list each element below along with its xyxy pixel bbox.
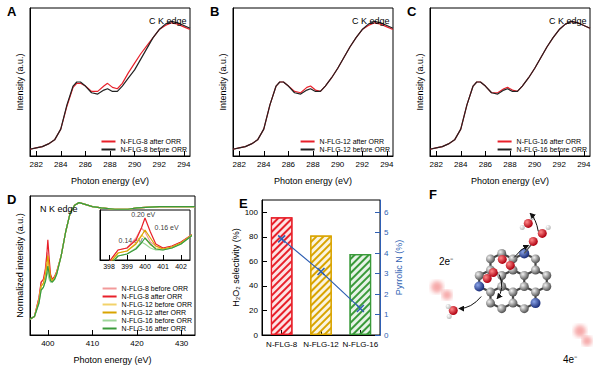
svg-text:20: 20 [249,306,258,315]
svg-text:4: 4 [384,249,389,258]
svg-text:N-FLG-16 after ORR: N-FLG-16 after ORR [517,138,582,145]
svg-text:H₂O₂ selectivity (%): H₂O₂ selectivity (%) [231,228,241,307]
svg-text:284: 284 [454,160,468,169]
svg-text:290: 290 [128,160,142,169]
svg-text:N-FLG-8 after ORR: N-FLG-8 after ORR [120,138,181,145]
svg-text:401: 401 [157,263,169,270]
svg-text:Photon energy (eV): Photon energy (eV) [471,176,549,186]
svg-text:400: 400 [41,339,55,348]
svg-text:C K edge: C K edge [149,16,187,26]
svg-text:402: 402 [175,263,187,270]
svg-text:4e⁻: 4e⁻ [563,354,578,365]
svg-text:N-FLG-16 after ORR: N-FLG-16 after ORR [122,325,187,332]
svg-text:3: 3 [384,269,389,278]
svg-text:288: 288 [103,160,117,169]
svg-text:284: 284 [257,160,271,169]
svg-text:F: F [429,187,437,202]
svg-text:290: 290 [528,160,542,169]
svg-text:Photon energy (eV): Photon energy (eV) [274,176,352,186]
svg-text:282: 282 [429,160,443,169]
svg-text:286: 286 [79,160,93,169]
svg-text:0.14 eV: 0.14 eV [118,236,143,244]
svg-text:E: E [239,196,248,211]
svg-text:D: D [7,192,16,207]
svg-text:292: 292 [356,160,370,169]
svg-text:N-FLG-12 before ORR: N-FLG-12 before ORR [122,301,192,308]
svg-text:282: 282 [29,160,43,169]
svg-text:2e⁻: 2e⁻ [439,256,454,267]
svg-text:C K edge: C K edge [352,16,390,26]
svg-text:80: 80 [249,232,258,241]
svg-text:N-FLG-8 before ORR: N-FLG-8 before ORR [120,146,187,153]
svg-text:410: 410 [86,339,100,348]
svg-text:0.16 eV: 0.16 eV [155,224,179,231]
svg-text:Photon energy (eV): Photon energy (eV) [73,355,151,365]
svg-text:6: 6 [384,208,389,217]
svg-text:40: 40 [249,281,258,290]
svg-text:N-FLG-12 after ORR: N-FLG-12 after ORR [320,138,385,145]
svg-text:Normalized intensity (a.u.): Normalized intensity (a.u.) [15,213,25,318]
svg-text:Photon energy (eV): Photon energy (eV) [71,176,149,186]
svg-text:282: 282 [232,160,246,169]
svg-text:C: C [407,4,417,19]
svg-text:284: 284 [54,160,68,169]
svg-text:399: 399 [121,263,133,270]
svg-text:294: 294 [380,160,394,169]
svg-text:288: 288 [306,160,320,169]
svg-text:Intensity (a.u.): Intensity (a.u.) [15,53,25,110]
svg-text:290: 290 [331,160,345,169]
svg-text:60: 60 [249,257,258,266]
svg-text:N-FLG-16: N-FLG-16 [343,340,379,349]
svg-text:292: 292 [553,160,567,169]
svg-text:1: 1 [384,310,389,319]
svg-text:N-FLG-16 before ORR: N-FLG-16 before ORR [517,146,587,153]
svg-text:N-FLG-12 after ORR: N-FLG-12 after ORR [122,309,187,316]
svg-text:292: 292 [153,160,167,169]
svg-text:294: 294 [577,160,591,169]
svg-text:N K edge: N K edge [40,204,78,214]
svg-text:N-FLG-12: N-FLG-12 [303,340,339,349]
svg-text:Intensity (a.u.): Intensity (a.u.) [218,53,228,110]
svg-text:398: 398 [103,263,115,270]
svg-text:400: 400 [139,263,151,270]
svg-text:N-FLG-8: N-FLG-8 [266,340,298,349]
svg-text:288: 288 [503,160,517,169]
svg-text:286: 286 [282,160,296,169]
svg-text:5: 5 [384,228,389,237]
svg-text:B: B [210,4,219,19]
svg-text:N-FLG-12 before ORR: N-FLG-12 before ORR [320,146,390,153]
svg-text:430: 430 [175,339,189,348]
svg-text:Pyrrolic N (%): Pyrrolic N (%) [394,240,404,296]
svg-text:0.20 eV: 0.20 eV [131,211,155,218]
svg-text:0: 0 [254,331,259,340]
svg-text:Intensity (a.u.): Intensity (a.u.) [415,53,425,110]
svg-text:A: A [7,4,17,19]
svg-text:100: 100 [244,207,258,217]
svg-text:0: 0 [384,331,389,340]
svg-text:294: 294 [177,160,191,169]
svg-text:N-FLG-8 after ORR: N-FLG-8 after ORR [122,293,183,300]
svg-text:N-FLG-8 before ORR: N-FLG-8 before ORR [122,285,189,292]
svg-text:420: 420 [130,339,144,348]
svg-text:286: 286 [479,160,493,169]
svg-text:2: 2 [384,290,389,299]
svg-text:C K edge: C K edge [549,16,587,26]
svg-text:N-FLG-16 before ORR: N-FLG-16 before ORR [122,317,192,324]
